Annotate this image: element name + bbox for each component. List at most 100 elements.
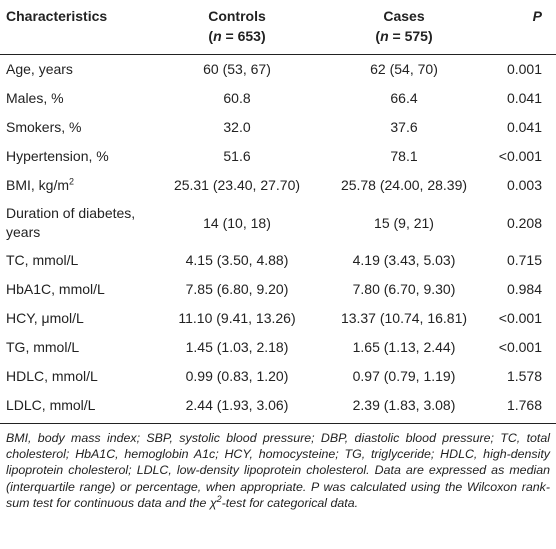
header-count: n — [213, 28, 222, 44]
table-row: Males, % 60.8 66.4 0.041 — [0, 84, 556, 113]
header-count: = 653) — [221, 28, 266, 44]
header-cell: Cases (n = 575) — [322, 0, 486, 55]
cell-text: Smokers, % — [6, 119, 82, 135]
table-cell: <0.001 — [486, 304, 556, 333]
header-row: Characteristics Controls (n = 653) Cases (n … — [0, 0, 556, 55]
cell-text: BMI, kg/m — [6, 177, 70, 193]
table-row: Hypertension, % 51.6 78.1 <0.001 — [0, 142, 556, 171]
table-row: HCY, μmol/L 11.10 (9.41, 13.26) 13.37 (10.… — [0, 304, 556, 333]
table-cell: TC, mmol/L — [0, 246, 152, 275]
table-cell: 37.6 — [322, 113, 486, 142]
table-cell: Duration of diabetes, years — [0, 200, 152, 246]
table-cell: Age, years — [0, 55, 152, 85]
table-cell: 2.39 (1.83, 3.08) — [322, 391, 486, 424]
cell-text: 0.041 — [506, 119, 542, 135]
table-cell: <0.001 — [486, 333, 556, 362]
cell-text: 37.6 — [390, 119, 418, 135]
table-cell: 32.0 — [152, 113, 322, 142]
table-cell: 51.6 — [152, 142, 322, 171]
cell-text: 32.0 — [223, 119, 251, 135]
table-cell: 7.80 (6.70, 9.30) — [322, 275, 486, 304]
header-label: Controls — [208, 8, 266, 24]
table-cell: BMI, kg/m2 — [0, 171, 152, 200]
table-cell: 11.10 (9.41, 13.26) — [152, 304, 322, 333]
cell-text: <0.001 — [498, 148, 542, 164]
header-label: P — [532, 8, 542, 24]
cell-text: 11.10 (9.41, 13.26) — [178, 310, 296, 326]
header-cell: P — [486, 0, 556, 55]
table-cell: 1.65 (1.13, 2.44) — [322, 333, 486, 362]
table-cell: HDLC, mmol/L — [0, 362, 152, 391]
cell-text: 2.44 (1.93, 3.06) — [185, 397, 289, 413]
cell-text: 0.001 — [506, 61, 542, 77]
cell-text: 60.8 — [223, 90, 251, 106]
header-label: Cases — [383, 8, 425, 24]
footnote-text: -test for categorical data. — [221, 495, 359, 510]
table-cell: 62 (54, 70) — [322, 55, 486, 85]
header-count: = 575) — [388, 28, 433, 44]
table-row: BMI, kg/m2 25.31 (23.40, 27.70) 25.78 (24.… — [0, 171, 556, 200]
footnote-text: 2 — [216, 493, 222, 504]
table-cell: 2.44 (1.93, 3.06) — [152, 391, 322, 424]
cell-text: 2.39 (1.83, 3.08) — [352, 397, 456, 413]
table-row: TG, mmol/L 1.45 (1.03, 2.18) 1.65 (1.13, 2… — [0, 333, 556, 362]
cell-text: 1.578 — [506, 368, 542, 384]
table-cell: 7.85 (6.80, 9.20) — [152, 275, 322, 304]
cell-text: <0.001 — [498, 310, 542, 326]
cell-text: HCY, μmol/L — [6, 310, 84, 326]
cell-text: 0.984 — [506, 281, 542, 297]
header-count: ( — [375, 28, 381, 44]
table-cell: 78.1 — [322, 142, 486, 171]
table-cell: 60.8 — [152, 84, 322, 113]
table-cell: Hypertension, % — [0, 142, 152, 171]
table-cell: 0.715 — [486, 246, 556, 275]
table-row: TC, mmol/L 4.15 (3.50, 4.88) 4.19 (3.43, 5… — [0, 246, 556, 275]
table-cell: 4.19 (3.43, 5.03) — [322, 246, 486, 275]
table-row: LDLC, mmol/L 2.44 (1.93, 3.06) 2.39 (1.83,… — [0, 391, 556, 424]
header-count: ( — [208, 28, 214, 44]
footnote-text: BMI, body mass index; SBP, systolic bloo… — [6, 431, 550, 510]
cell-text: TG, mmol/L — [6, 339, 80, 355]
header-cell: Controls (n = 653) — [152, 0, 322, 55]
cell-text: Age, years — [6, 61, 73, 77]
table-cell: Smokers, % — [0, 113, 152, 142]
table-body: Age, years 60 (53, 67) 62 (54, 70) 0.001 Mal… — [0, 55, 556, 424]
cell-text: 51.6 — [223, 148, 251, 164]
cell-text: 1.45 (1.03, 2.18) — [185, 339, 289, 355]
table-cell: TG, mmol/L — [0, 333, 152, 362]
header-count: n — [380, 28, 389, 44]
cell-text: Males, % — [6, 90, 64, 106]
cell-text: 15 (9, 21) — [374, 214, 434, 231]
cell-text: 4.19 (3.43, 5.03) — [352, 252, 456, 268]
table-cell: 1.578 — [486, 362, 556, 391]
table-row: HDLC, mmol/L 0.99 (0.83, 1.20) 0.97 (0.79,… — [0, 362, 556, 391]
table-cell: 25.31 (23.40, 27.70) — [152, 171, 322, 200]
table-cell: 1.768 — [486, 391, 556, 424]
cell-text: 4.15 (3.50, 4.88) — [185, 252, 289, 268]
cell-text: <0.001 — [498, 339, 542, 355]
table-row: Duration of diabetes, years 14 (10, 18) 15… — [0, 200, 556, 246]
header-cell: Characteristics — [0, 0, 152, 55]
table-cell: 15 (9, 21) — [322, 200, 486, 246]
table-cell: HbA1C, mmol/L — [0, 275, 152, 304]
cell-text: 7.85 (6.80, 9.20) — [185, 281, 289, 297]
cell-text: 1.768 — [506, 397, 542, 413]
table-cell: 66.4 — [322, 84, 486, 113]
cell-text: LDLC, mmol/L — [6, 397, 96, 413]
table-cell: LDLC, mmol/L — [0, 391, 152, 424]
cell-text: 0.715 — [506, 252, 542, 268]
cell-text: 0.003 — [506, 177, 542, 193]
table-cell: 0.003 — [486, 171, 556, 200]
cell-text: 60 (53, 67) — [203, 61, 271, 77]
table-cell: HCY, μmol/L — [0, 304, 152, 333]
table-row: HbA1C, mmol/L 7.85 (6.80, 9.20) 7.80 (6.70… — [0, 275, 556, 304]
table-cell: 13.37 (10.74, 16.81) — [322, 304, 486, 333]
cell-text: TC, mmol/L — [6, 252, 79, 268]
data-table: Characteristics Controls (n = 653) Cases (n … — [0, 0, 556, 424]
table-cell: 0.984 — [486, 275, 556, 304]
cell-text: Duration of diabetes, years — [6, 205, 136, 240]
table-cell: 60 (53, 67) — [152, 55, 322, 85]
cell-text: 0.041 — [506, 90, 542, 106]
header-label: Characteristics — [6, 8, 108, 24]
table-cell: 0.001 — [486, 55, 556, 85]
